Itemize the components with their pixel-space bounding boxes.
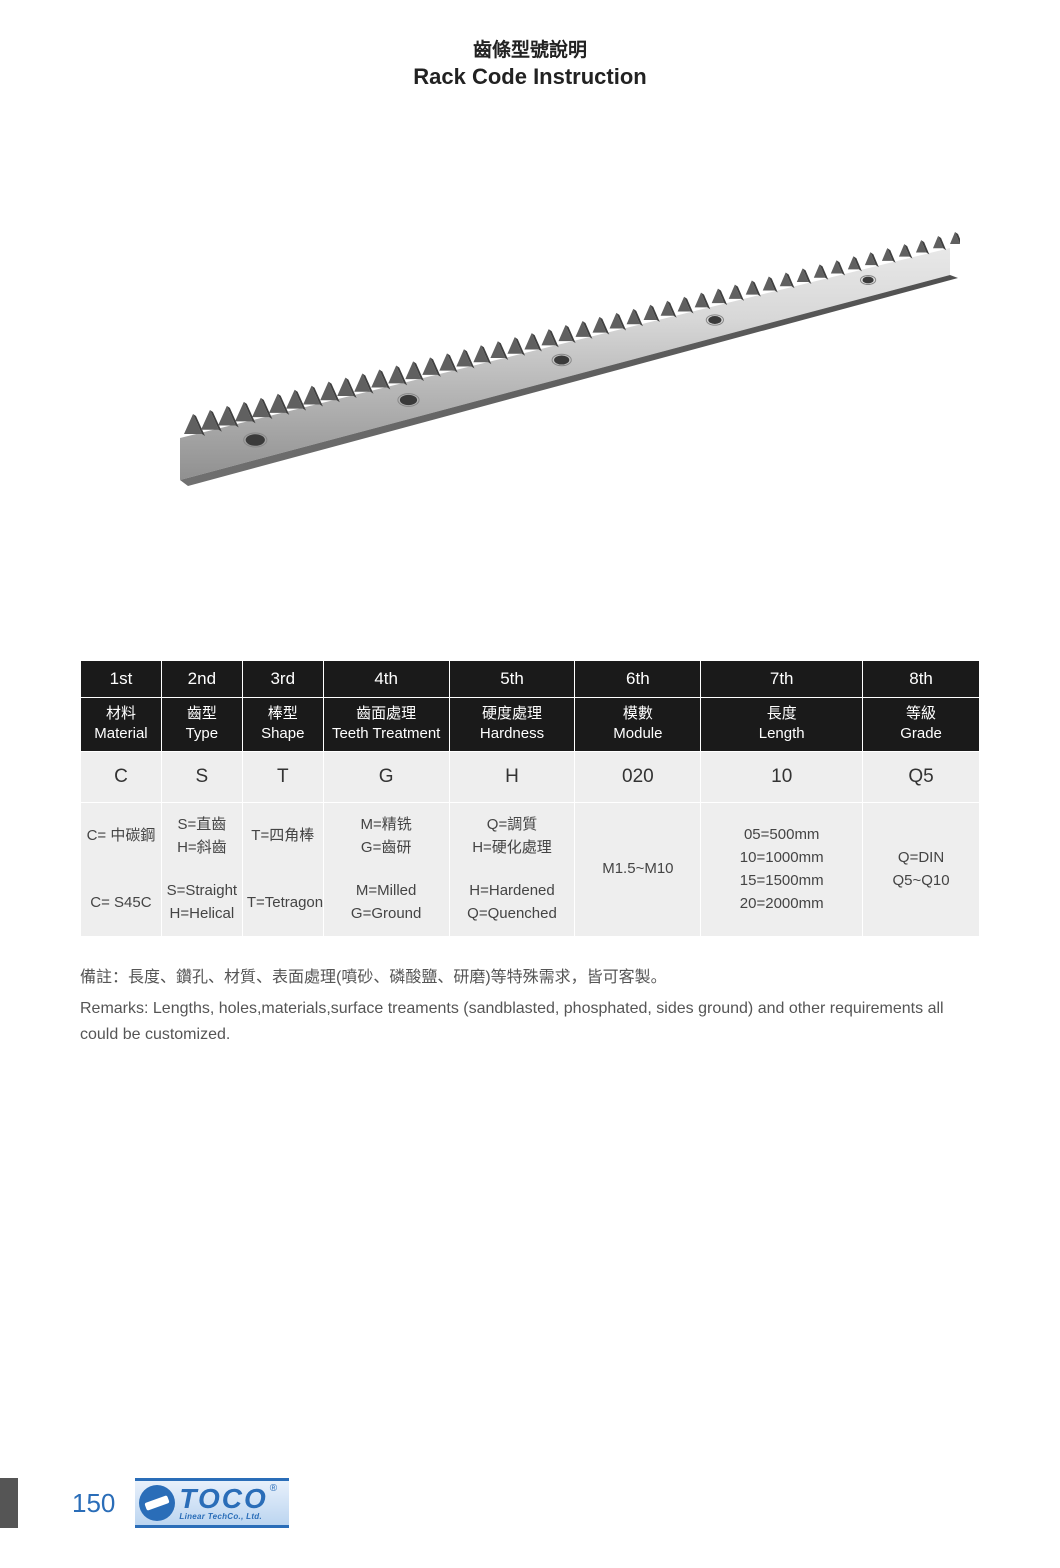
rack-svg — [140, 220, 960, 520]
desc-module: M1.5~M10 — [575, 802, 701, 936]
logo-registered: ® — [270, 1483, 277, 1494]
logo-sub: Linear TechCo., Ltd. — [179, 1513, 267, 1521]
code-3: T — [242, 751, 323, 802]
attr-4: 齒面處理Teeth Treatment — [323, 698, 449, 752]
logo-box: TOCO Linear TechCo., Ltd. ® — [135, 1478, 289, 1528]
remarks-en: Remarks: Lengths, holes,materials,surfac… — [80, 996, 980, 1047]
code-2: S — [161, 751, 242, 802]
code-8: Q5 — [863, 751, 980, 802]
header-attribute-row: 材料Material 齒型Type 棒型Shape 齒面處理Teeth Trea… — [81, 698, 980, 752]
code-row: C S T G H 020 10 Q5 — [81, 751, 980, 802]
code-5: H — [449, 751, 575, 802]
logo-main: TOCO — [179, 1485, 267, 1513]
footer: 150 TOCO Linear TechCo., Ltd. ® — [0, 1478, 1060, 1528]
logo-text: TOCO Linear TechCo., Ltd. — [179, 1485, 267, 1521]
page: 齒條型號說明 Rack Code Instruction — [0, 0, 1060, 1568]
attr-1: 材料Material — [81, 698, 162, 752]
desc-en-5: H=Hardened Q=Quenched — [449, 869, 575, 936]
desc-en-2: S=Straight H=Helical — [161, 869, 242, 936]
pos-1: 1st — [81, 661, 162, 698]
pos-8: 8th — [863, 661, 980, 698]
desc-cn-3: T=四角棒 — [242, 802, 323, 869]
desc-cn-row: C= 中碳鋼 S=直齒 H=斜齒 T=四角棒 M=精铣 G=齒研 Q=調質 H=… — [81, 802, 980, 869]
page-number: 150 — [72, 1488, 115, 1519]
desc-en-4: M=Milled G=Ground — [323, 869, 449, 936]
code-1: C — [81, 751, 162, 802]
desc-cn-5: Q=調質 H=硬化處理 — [449, 802, 575, 869]
title-chinese: 齒條型號說明 — [80, 35, 980, 62]
code-6: 020 — [575, 751, 701, 802]
pos-5: 5th — [449, 661, 575, 698]
attr-5: 硬度處理Hardness — [449, 698, 575, 752]
pos-2: 2nd — [161, 661, 242, 698]
attr-3: 棒型Shape — [242, 698, 323, 752]
desc-en-3: T=Tetragon — [242, 869, 323, 936]
desc-length: 05=500mm 10=1000mm 15=1500mm 20=2000mm — [701, 802, 863, 936]
pos-3: 3rd — [242, 661, 323, 698]
pos-6: 6th — [575, 661, 701, 698]
logo-icon — [139, 1485, 175, 1521]
attr-8: 等級Grade — [863, 698, 980, 752]
attr-7: 長度Length — [701, 698, 863, 752]
attr-6: 模數Module — [575, 698, 701, 752]
title-english: Rack Code Instruction — [80, 64, 980, 90]
rack-code-table: 1st 2nd 3rd 4th 5th 6th 7th 8th 材料Materi… — [80, 660, 980, 937]
header-position-row: 1st 2nd 3rd 4th 5th 6th 7th 8th — [81, 661, 980, 698]
title-block: 齒條型號說明 Rack Code Instruction — [80, 35, 980, 90]
pos-7: 7th — [701, 661, 863, 698]
desc-en-1: C= S45C — [81, 869, 162, 936]
rack-product-image — [80, 190, 980, 550]
desc-cn-4: M=精铣 G=齒研 — [323, 802, 449, 869]
desc-cn-1: C= 中碳鋼 — [81, 802, 162, 869]
desc-grade: Q=DIN Q5~Q10 — [863, 802, 980, 936]
pos-4: 4th — [323, 661, 449, 698]
rack-teeth — [184, 232, 960, 436]
remarks-block: 備註：長度、鑽孔、材質、表面處理(噴砂、磷酸鹽、研磨)等特殊需求，皆可客製。 R… — [80, 965, 980, 1048]
code-4: G — [323, 751, 449, 802]
desc-cn-2: S=直齒 H=斜齒 — [161, 802, 242, 869]
remarks-cn: 備註：長度、鑽孔、材質、表面處理(噴砂、磷酸鹽、研磨)等特殊需求，皆可客製。 — [80, 965, 980, 991]
code-7: 10 — [701, 751, 863, 802]
attr-2: 齒型Type — [161, 698, 242, 752]
